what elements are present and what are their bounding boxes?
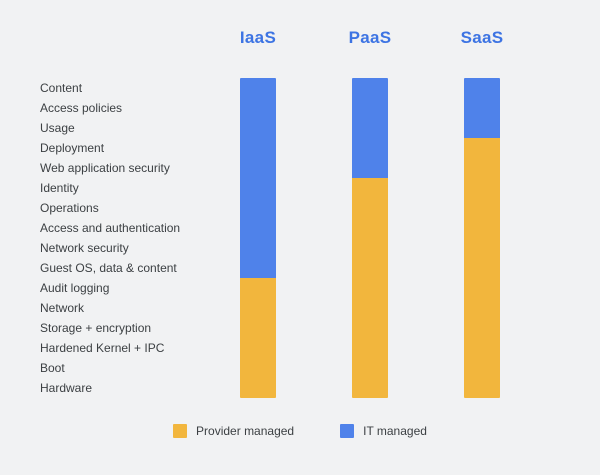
legend: Provider managed IT managed <box>0 424 600 438</box>
layer-label: Network security <box>40 241 129 255</box>
legend-item-it-managed: IT managed <box>340 424 427 438</box>
iaas-it-managed-segment <box>240 78 276 278</box>
legend-item-provider-managed: Provider managed <box>173 424 294 438</box>
iaas-provider-managed-segment <box>240 278 276 398</box>
column-saas: SaaS <box>426 28 538 398</box>
layer-label: Boot <box>40 361 65 375</box>
saas-stacked-bar <box>464 78 500 398</box>
column-header-paas: PaaS <box>348 28 392 47</box>
paas-it-managed-segment <box>352 78 388 178</box>
layer-label: Access and authentication <box>40 221 181 235</box>
it-managed-swatch-icon <box>340 424 355 438</box>
legend-label-provider-managed: Provider managed <box>196 424 295 438</box>
layer-label: Deployment <box>40 141 105 155</box>
layer-label: Audit logging <box>40 281 110 295</box>
legend-label-it-managed: IT managed <box>363 424 427 438</box>
saas-provider-managed-segment <box>464 138 500 398</box>
paas-provider-managed-segment <box>352 178 388 398</box>
layer-label: Network <box>40 301 85 315</box>
column-paas: PaaS <box>314 28 426 398</box>
layer-label: Content <box>40 81 83 95</box>
layer-label: Access policies <box>40 101 123 115</box>
column-header-saas: SaaS <box>460 28 504 47</box>
layer-label: Web application security <box>40 161 170 175</box>
layer-label: Storage + encryption <box>40 321 152 335</box>
layer-label: Operations <box>40 201 99 215</box>
layer-label: Guest OS, data & content <box>40 261 177 275</box>
layer-labels: Content Access policies Usage Deployment Web… <box>40 78 225 398</box>
layer-label: Hardware <box>40 381 93 395</box>
saas-it-managed-segment <box>464 78 500 138</box>
layer-label: Hardened Kernel + IPC <box>40 341 165 355</box>
paas-stacked-bar <box>352 78 388 398</box>
column-iaas: IaaS <box>202 28 314 398</box>
provider-managed-swatch-icon <box>173 424 188 438</box>
iaas-stacked-bar <box>240 78 276 398</box>
column-header-iaas: IaaS <box>239 28 277 47</box>
layer-label: Usage <box>40 121 75 135</box>
layer-label: Identity <box>40 181 79 195</box>
